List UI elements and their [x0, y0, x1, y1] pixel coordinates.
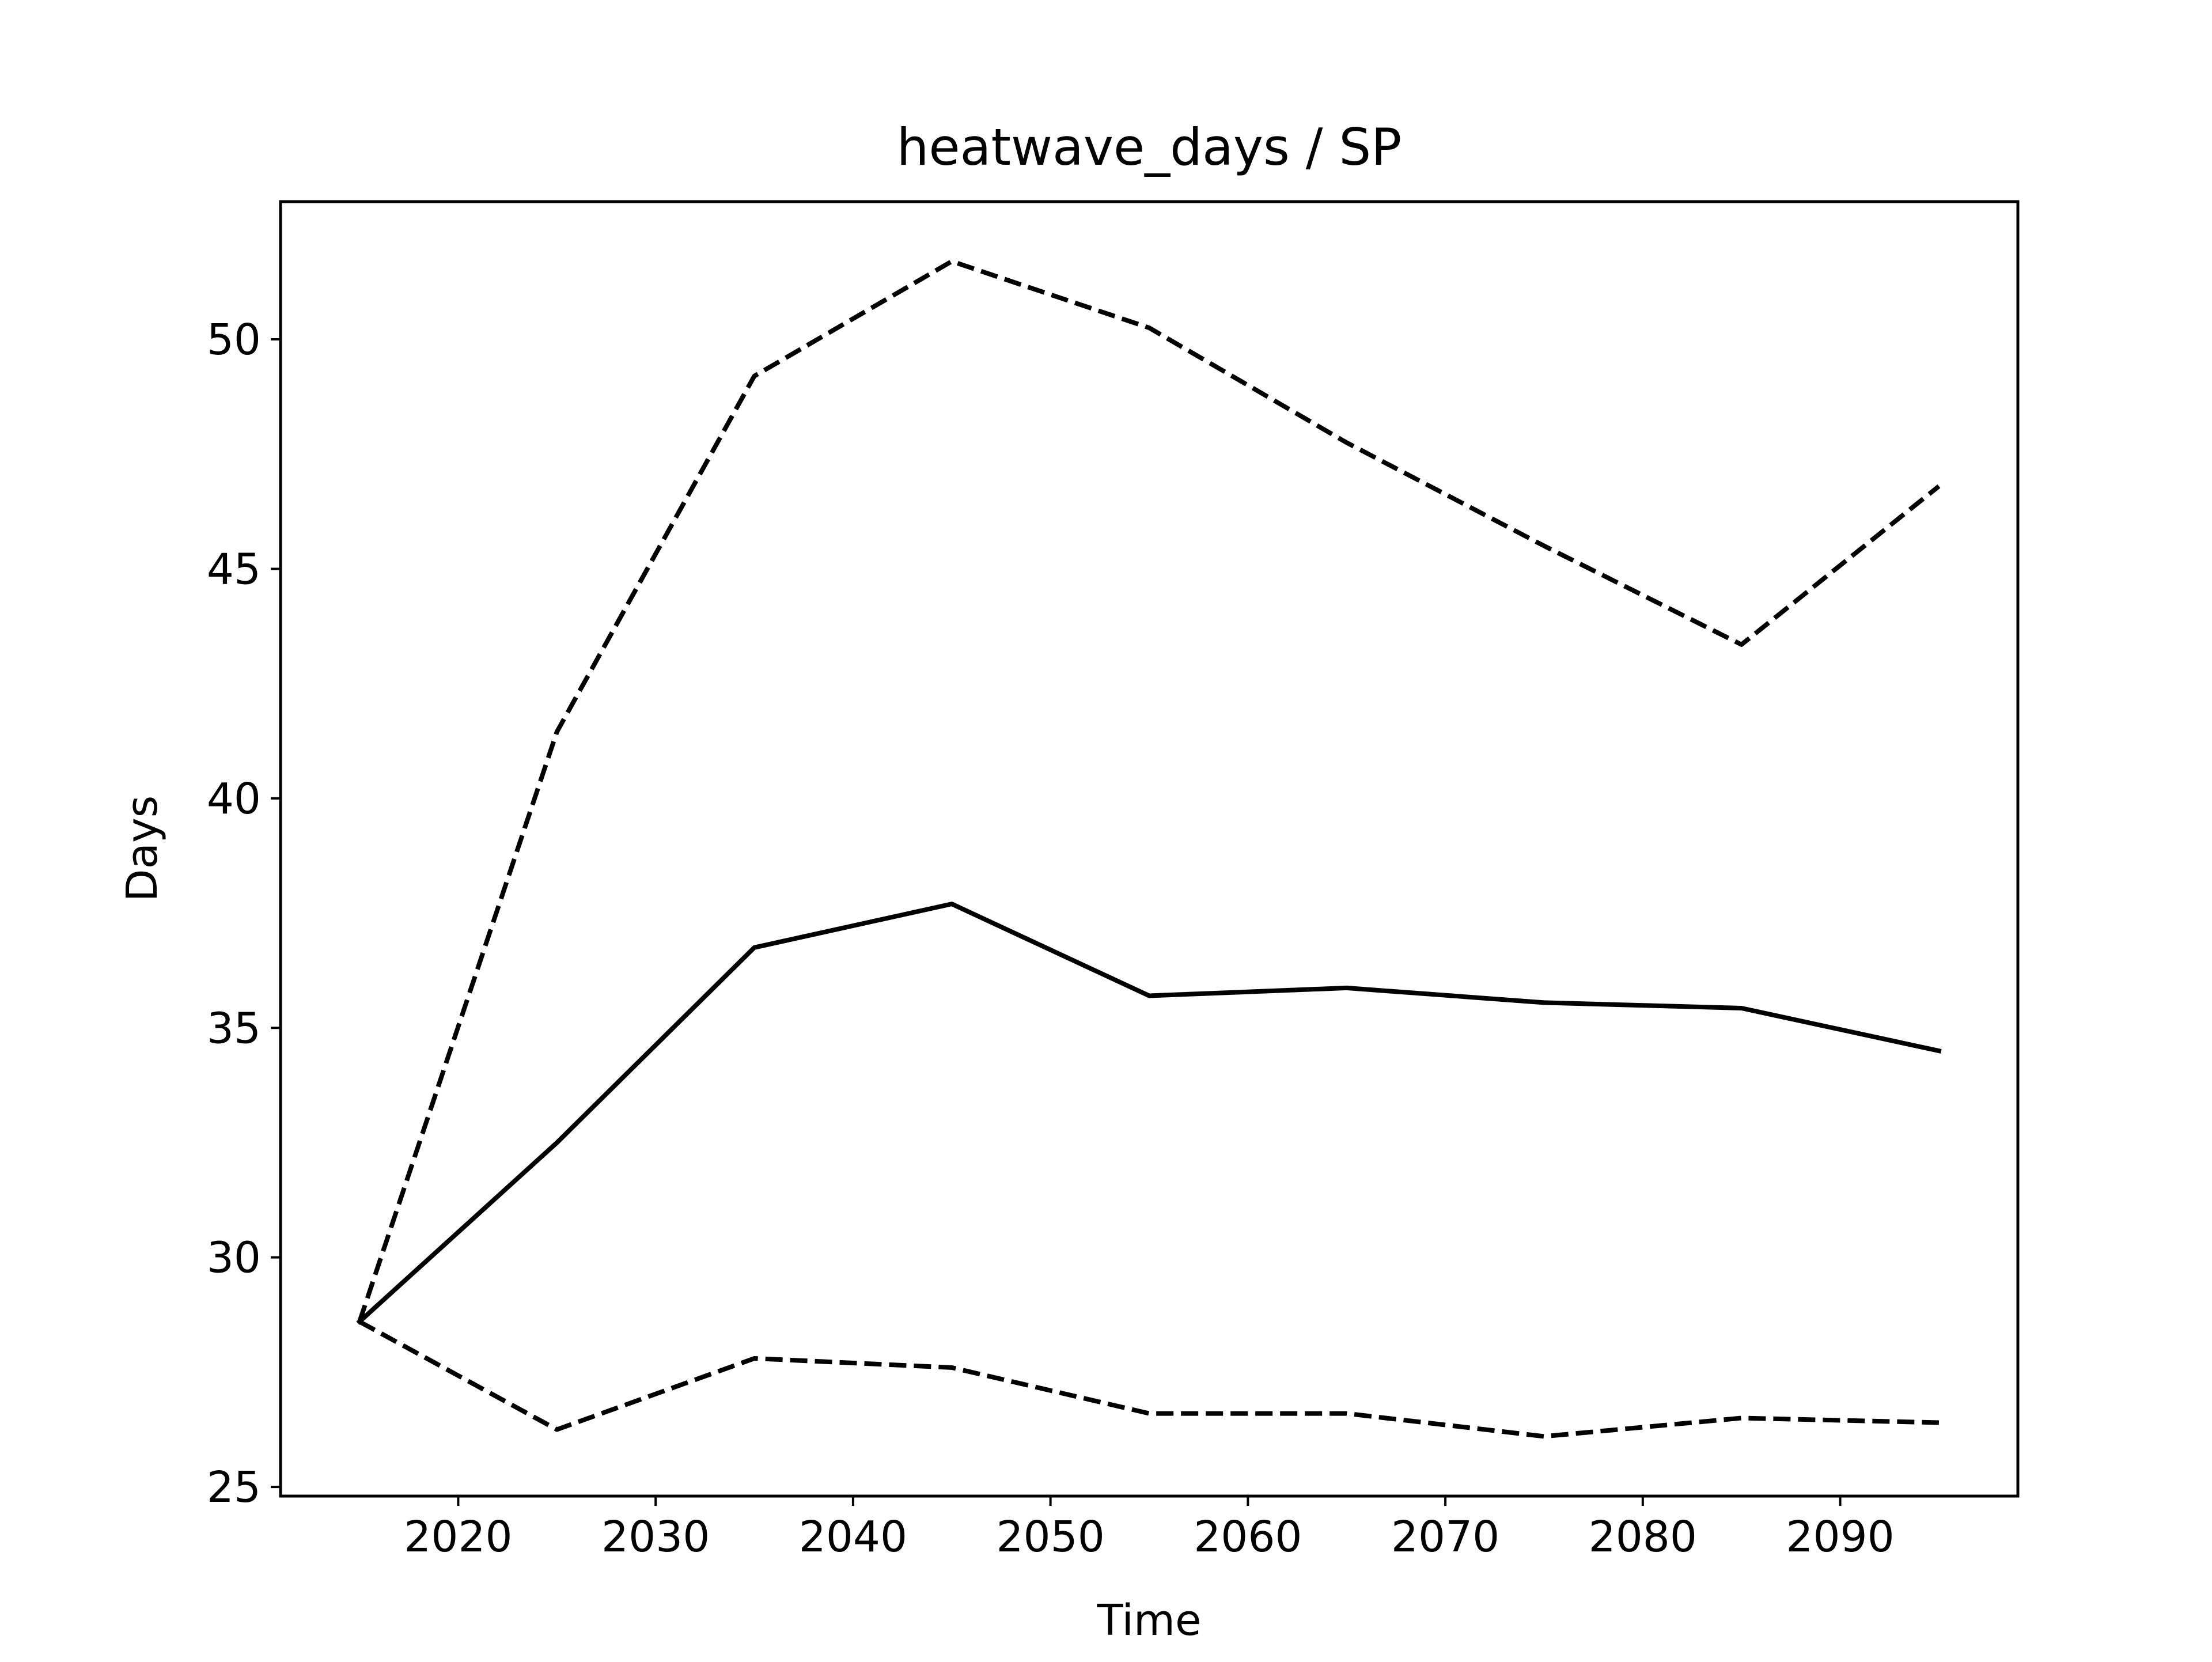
plot-frame [279, 200, 2020, 1498]
y-axis-label: Days [118, 796, 167, 902]
series-1-point [1937, 1048, 1941, 1053]
x-tick-label: 2060 [1194, 1512, 1302, 1562]
series-3-point [357, 1319, 362, 1324]
y-tick-label: 30 [207, 1233, 261, 1283]
series-1-point [555, 1141, 559, 1145]
y-tick-label: 45 [207, 544, 261, 594]
series-3-point [1937, 1421, 1941, 1425]
series-1-point [1344, 986, 1349, 990]
series-3-point [1344, 1411, 1349, 1416]
series-2-point [1542, 544, 1547, 548]
y-tick-label: 35 [207, 1004, 261, 1053]
series-layer [356, 259, 1942, 1439]
series-1-point [1147, 994, 1152, 998]
series-2-point [1147, 325, 1152, 330]
x-tick-label: 2070 [1391, 1512, 1499, 1562]
x-tick-label: 2040 [799, 1512, 907, 1562]
chart-title: heatwave_days / SP [897, 118, 1402, 177]
series-1-point [1542, 1000, 1547, 1005]
series-3-point [1739, 1416, 1744, 1421]
series-3-point [1542, 1434, 1547, 1438]
y-tick-label: 40 [207, 774, 261, 824]
series-3-point [752, 1356, 757, 1361]
series-1-point [949, 902, 954, 906]
x-axis-label: Time [1096, 1596, 1201, 1645]
series-2-point [949, 259, 954, 264]
series-1-point [1739, 1006, 1744, 1010]
series-line-3 [358, 1319, 1939, 1439]
series-3-point [949, 1365, 954, 1370]
series-line-2 [357, 259, 1941, 1323]
y-tick-label: 50 [207, 315, 261, 365]
series-2-point [555, 729, 559, 734]
x-tick-label: 2080 [1589, 1512, 1697, 1562]
x-tick-label: 2020 [404, 1512, 512, 1562]
y-tick-label: 25 [207, 1463, 261, 1512]
series-3-point [1147, 1411, 1152, 1416]
series-line-1 [356, 902, 1942, 1325]
series-1-point [752, 945, 757, 950]
series-2-point [1739, 642, 1744, 647]
series-2-point [1344, 440, 1349, 445]
series-2-point [752, 374, 757, 378]
x-tick-label: 2050 [996, 1512, 1104, 1562]
series-2-point [1937, 484, 1941, 489]
series-3-point [555, 1428, 559, 1432]
axes-layer: 2020 2030 2040 2050 2060 2070 2080 2090 25 30 35 40… [207, 315, 1895, 1562]
x-tick-label: 2030 [601, 1512, 710, 1562]
x-tick-label: 2090 [1786, 1512, 1894, 1562]
